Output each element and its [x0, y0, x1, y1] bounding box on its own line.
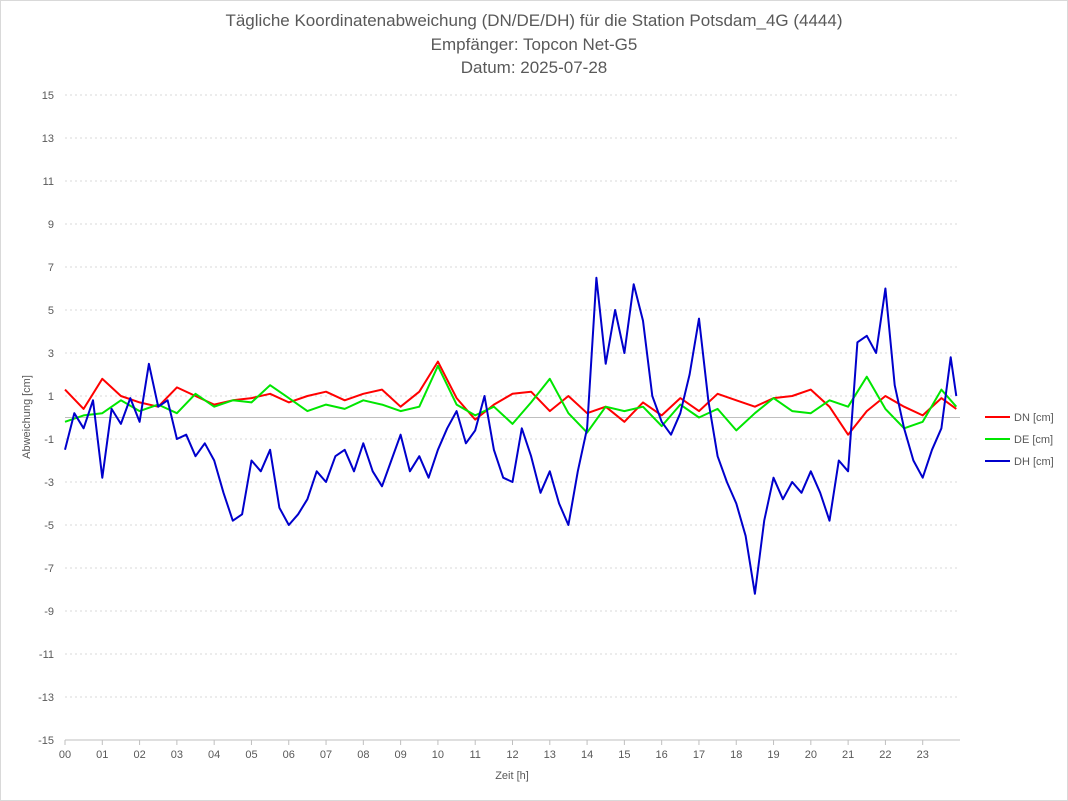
- legend-label: DN [cm]: [1014, 412, 1054, 424]
- y-tick-label: -9: [44, 606, 54, 618]
- y-tick-label: 15: [42, 90, 54, 102]
- chart-date: Datum: 2025-07-28: [460, 58, 608, 77]
- x-tick-label: 08: [357, 749, 369, 761]
- x-tick-label: 12: [506, 749, 518, 761]
- series-line-dn: [64, 360, 957, 436]
- legend: DN [cm] DE [cm] DH [cm]: [985, 412, 1054, 468]
- chart-title: Tägliche Koordinatenabweichung (DN/DE/DH…: [225, 11, 843, 30]
- x-tick-label: 05: [245, 749, 257, 761]
- y-tick-label: 9: [48, 219, 54, 231]
- x-tick-label: 03: [171, 749, 183, 761]
- y-tick-label: -7: [44, 563, 54, 575]
- y-tick-label: 5: [48, 305, 54, 317]
- y-tick-label: -15: [38, 735, 54, 747]
- series-line-de: [64, 364, 958, 434]
- x-tick-label: 21: [842, 749, 854, 761]
- y-tick-label: 11: [43, 176, 54, 188]
- x-tick-label: 02: [133, 749, 145, 761]
- x-tick-label: 22: [879, 749, 891, 761]
- x-tick-label: 06: [283, 749, 295, 761]
- x-tick-label: 19: [767, 749, 779, 761]
- x-tick-label: 10: [432, 749, 444, 761]
- x-tick-label: 01: [96, 749, 108, 761]
- x-tick-label: 15: [618, 749, 630, 761]
- y-tick-label: 7: [48, 262, 54, 274]
- y-tick-label: 3: [48, 348, 54, 360]
- chart-subtitle: Empfänger: Topcon Net-G5: [430, 35, 638, 54]
- grid: [65, 94, 960, 741]
- y-tick-label: 13: [42, 133, 54, 145]
- legend-label: DH [cm]: [1014, 456, 1054, 468]
- x-tick-label: 00: [59, 749, 71, 761]
- x-tick-label: 23: [917, 749, 929, 761]
- x-axis-label: Zeit [h]: [495, 770, 529, 782]
- series-line-dh: [64, 276, 958, 595]
- y-tick-label: -3: [44, 477, 54, 489]
- y-tick-label: -1: [44, 434, 54, 446]
- x-tick-label: 04: [208, 749, 220, 761]
- x-tick-label: 18: [730, 749, 742, 761]
- x-tick-label: 07: [320, 749, 332, 761]
- x-tick-label: 16: [656, 749, 668, 761]
- x-tick-label: 09: [395, 749, 407, 761]
- y-tick-label: -5: [44, 520, 54, 532]
- axes: [64, 417, 960, 745]
- y-tick-label: -11: [39, 649, 54, 661]
- y-tick-label: 1: [48, 391, 54, 403]
- x-tick-label: 11: [469, 749, 480, 761]
- y-tick-label: -13: [38, 692, 54, 704]
- x-tick-label: 20: [805, 749, 817, 761]
- series-lines: [64, 276, 958, 595]
- x-tick-label: 14: [581, 749, 593, 761]
- x-tick-label: 13: [544, 749, 556, 761]
- x-tick-label: 17: [693, 749, 705, 761]
- legend-label: DE [cm]: [1014, 434, 1053, 446]
- tick-labels: 15 13 11 9 7 5 3 1 -1 -3 -5 -7 -9 -11 -13 -15 00 01 02 03 04…: [38, 90, 929, 761]
- y-axis-label: Abweichung [cm]: [21, 375, 33, 459]
